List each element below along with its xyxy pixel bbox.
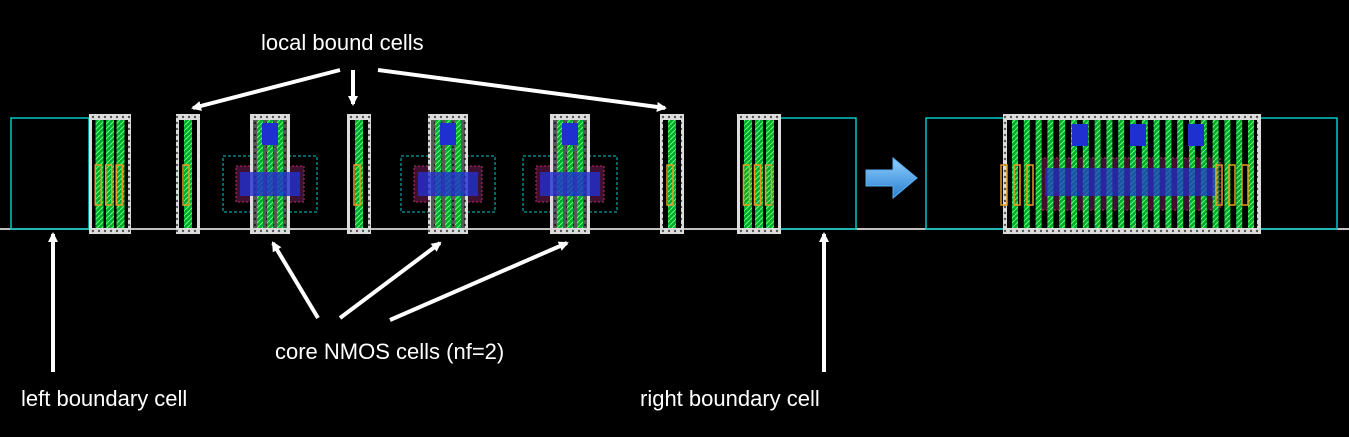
poly-finger — [744, 120, 752, 228]
left-boundary-cell — [10, 117, 90, 230]
metal-contact — [440, 123, 456, 145]
merged-diffusion — [1026, 164, 1034, 206]
diffusion — [94, 164, 102, 206]
poly-finger — [766, 120, 774, 228]
metal-strip — [418, 172, 478, 196]
poly-finger — [755, 120, 763, 228]
merged-metal — [1045, 168, 1215, 196]
bound-cell — [660, 114, 684, 234]
core-nmos-cell — [222, 114, 318, 234]
diffusion — [742, 164, 751, 206]
diffusion — [753, 164, 762, 206]
right-boundary-cell — [779, 117, 857, 230]
merged-contact — [1188, 124, 1204, 146]
arrow-core-1 — [271, 241, 320, 320]
metal-strip — [240, 172, 300, 196]
arrow-local-left — [191, 68, 341, 111]
cell-group — [89, 114, 781, 234]
core-nmos-cell — [522, 114, 618, 234]
poly-finger — [95, 120, 104, 228]
bound-cell — [347, 114, 371, 234]
poly-finger — [355, 120, 363, 228]
diffusion — [764, 164, 773, 206]
merged-poly-finger — [1224, 120, 1231, 228]
merged-diffusion — [1013, 164, 1021, 206]
right-boundary-cell-label: right boundary cell — [640, 386, 820, 411]
merged-poly-finger — [1236, 120, 1243, 228]
poly-finger — [668, 120, 676, 228]
bound-cell — [737, 114, 781, 234]
diffusion — [182, 164, 190, 206]
metal-contact — [262, 123, 278, 145]
merged-contact — [1130, 124, 1146, 146]
merged-poly-finger — [1035, 120, 1042, 228]
merged-diffusion — [1228, 164, 1236, 206]
diffusion — [666, 164, 674, 206]
merged-contact — [1072, 124, 1088, 146]
transition-arrow-icon — [865, 156, 918, 200]
merged-poly-finger — [1248, 120, 1254, 228]
metal-strip — [540, 172, 600, 196]
metal-contact — [562, 123, 578, 145]
diffusion — [105, 164, 113, 206]
poly-finger — [184, 120, 192, 228]
merged-poly-finger — [1012, 120, 1018, 228]
left-boundary-cell-label: left boundary cell — [21, 386, 188, 411]
merged-diffusion — [1215, 164, 1223, 206]
poly-finger — [106, 120, 114, 228]
annotation-arrows — [48, 68, 829, 372]
diffusion — [115, 164, 123, 206]
arrow-core-3 — [389, 241, 569, 322]
arrow-local-right — [377, 68, 667, 112]
poly-finger — [116, 120, 125, 228]
local-bound-cells-label: local bound cells — [261, 30, 424, 55]
bound-cell — [176, 114, 200, 234]
merged-cell-block — [1000, 114, 1261, 234]
bound-cell — [89, 114, 131, 234]
core-nmos-cell — [400, 114, 496, 234]
merged-diffusion — [1000, 164, 1008, 206]
merged-diffusion — [1241, 164, 1249, 206]
core-nmos-cells-label: core NMOS cells (nf=2) — [275, 339, 505, 364]
arrow-core-2 — [338, 241, 442, 320]
diffusion — [353, 164, 361, 206]
